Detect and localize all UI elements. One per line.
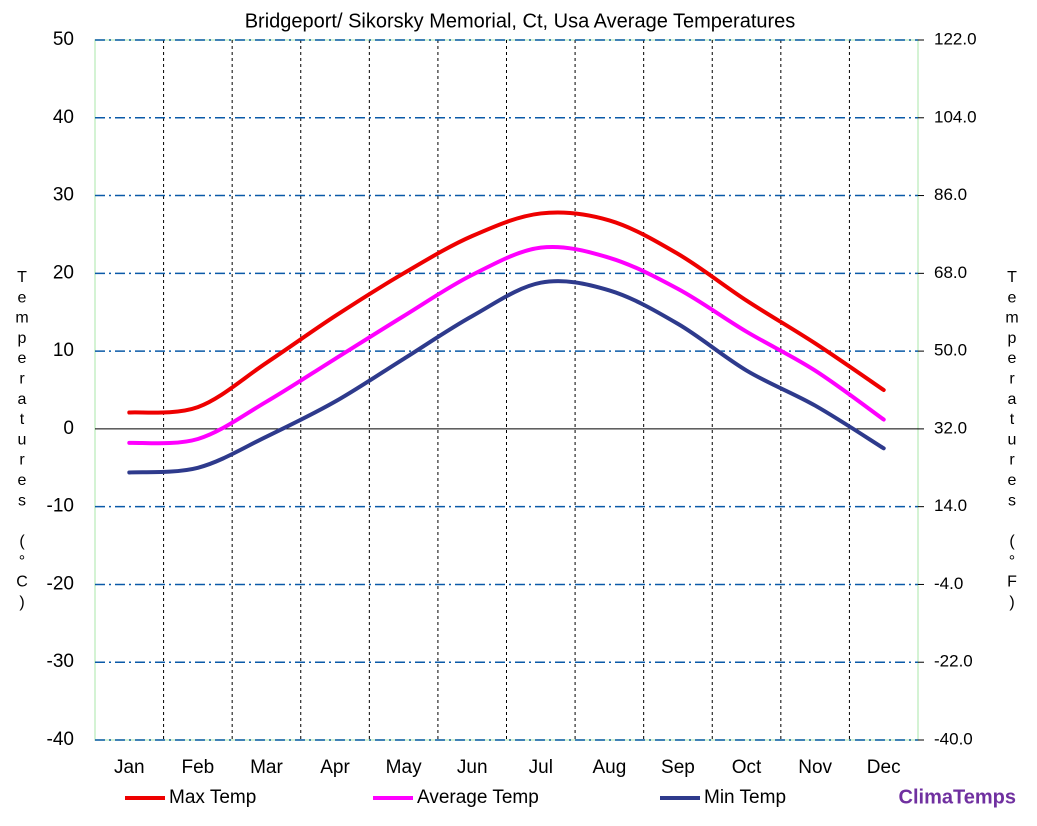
y-tick-label: -20 [47, 573, 74, 594]
y-tick-label: 30 [53, 185, 74, 206]
y2-tick-label: 32.0 [934, 418, 967, 437]
x-tick-label: Aug [592, 757, 626, 778]
legend-label: Min Temp [704, 787, 786, 808]
y2-tick-label: 86.0 [934, 185, 967, 204]
y-tick-label: 20 [53, 262, 74, 283]
y2-tick-label: 122.0 [934, 29, 977, 48]
x-tick-label: Jan [114, 757, 145, 778]
y2-tick-label: 14.0 [934, 496, 967, 515]
y-tick-label: 40 [53, 107, 74, 128]
x-tick-label: Nov [798, 757, 832, 778]
x-tick-label: Jul [529, 757, 553, 778]
x-tick-label: Dec [867, 757, 901, 778]
x-tick-label: May [386, 757, 422, 778]
y2-tick-label: -22.0 [934, 652, 973, 671]
x-tick-label: Apr [320, 757, 350, 778]
y-tick-label: 50 [53, 29, 74, 50]
y2-tick-label: -4.0 [934, 574, 963, 593]
y-tick-label: 0 [63, 418, 74, 439]
x-tick-label: Jun [457, 757, 488, 778]
y-tick-label: 10 [53, 340, 74, 361]
y2-tick-label: 50.0 [934, 341, 967, 360]
y-tick-label: -30 [47, 651, 74, 672]
series-line [127, 279, 886, 475]
x-tick-label: Sep [661, 757, 695, 778]
chart-title: Bridgeport/ Sikorsky Memorial, Ct, Usa A… [245, 10, 796, 32]
x-tick-label: Feb [182, 757, 215, 778]
watermark: ClimaTemps [899, 786, 1016, 808]
y2-tick-label: 68.0 [934, 263, 967, 282]
y-tick-label: -40 [47, 729, 74, 750]
y2-tick-label: -40.0 [934, 729, 973, 748]
x-tick-label: Mar [250, 757, 283, 778]
series-line [127, 245, 886, 446]
y-tick-label: -10 [47, 496, 74, 517]
legend-label: Average Temp [417, 787, 539, 808]
x-tick-label: Oct [732, 757, 762, 778]
legend-label: Max Temp [169, 787, 256, 808]
series-line [127, 210, 886, 415]
y2-tick-label: 104.0 [934, 107, 977, 126]
